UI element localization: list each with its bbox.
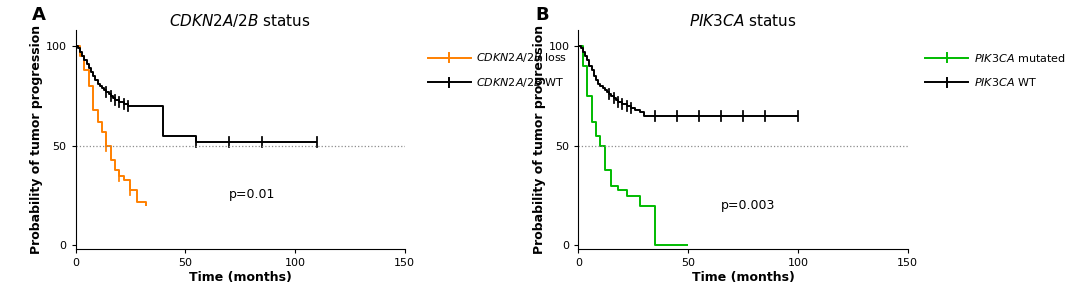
Text: p=0.01: p=0.01: [229, 188, 275, 201]
Text: $\it{PIK3CA}$ WT: $\it{PIK3CA}$ WT: [973, 76, 1037, 88]
Y-axis label: Probability of tumor progression: Probability of tumor progression: [30, 25, 43, 254]
Y-axis label: Probability of tumor progression: Probability of tumor progression: [532, 25, 545, 254]
Title: $\it{CDKN2A/2B}$ status: $\it{CDKN2A/2B}$ status: [170, 12, 311, 29]
Text: $\it{CDKN2A/2B}$ loss: $\it{CDKN2A/2B}$ loss: [476, 51, 567, 64]
Text: A: A: [32, 6, 46, 24]
Title: $\it{PIK3CA}$ status: $\it{PIK3CA}$ status: [689, 13, 797, 29]
Text: B: B: [536, 6, 549, 24]
Text: p=0.003: p=0.003: [721, 199, 775, 212]
X-axis label: Time (months): Time (months): [189, 271, 292, 284]
Text: $\it{CDKN2A/2B}$ WT: $\it{CDKN2A/2B}$ WT: [476, 76, 564, 88]
X-axis label: Time (months): Time (months): [691, 271, 795, 284]
Text: $\it{PIK3CA}$ mutated: $\it{PIK3CA}$ mutated: [973, 52, 1065, 64]
